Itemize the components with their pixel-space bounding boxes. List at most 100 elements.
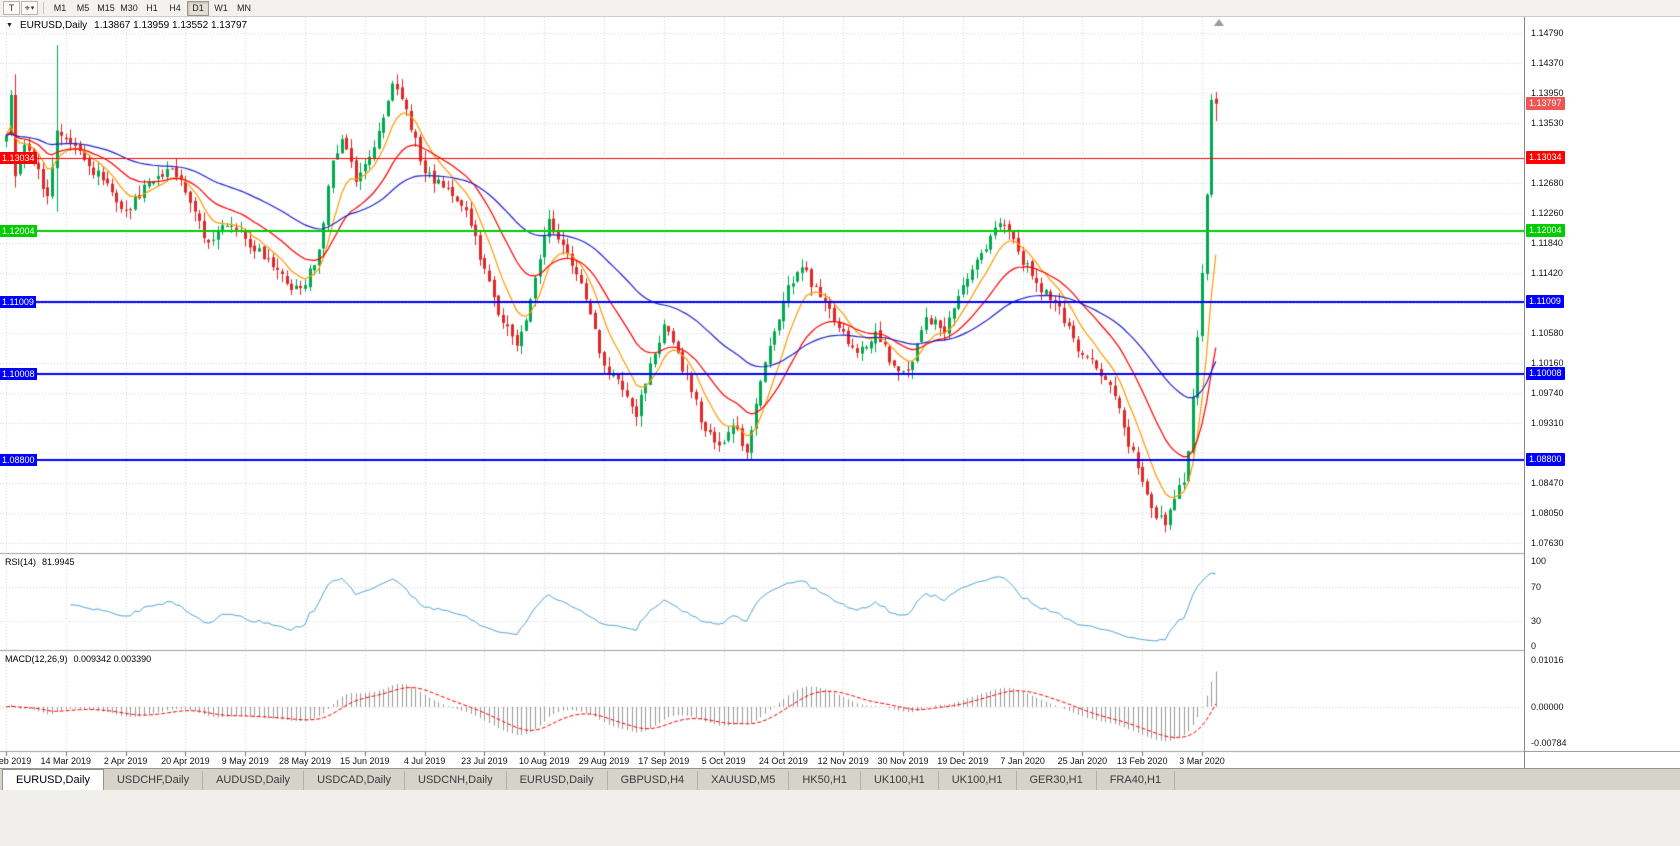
timeframe-button-H4[interactable]: H4 bbox=[169, 3, 181, 13]
price-axis-label: 1.09740 bbox=[1531, 387, 1564, 398]
timeframe-button-MN[interactable]: MN bbox=[237, 3, 251, 13]
date-axis-label: 3 Mar 2020 bbox=[1179, 756, 1225, 766]
chart-tab[interactable]: AUDUSD,Daily bbox=[203, 771, 305, 790]
collapse-icon[interactable]: ▼ bbox=[6, 22, 13, 29]
chart-tab[interactable]: UK100,H1 bbox=[939, 771, 1017, 790]
price-axis-label: 1.12680 bbox=[1531, 178, 1564, 189]
chevron-down-icon: ▾ bbox=[30, 5, 35, 12]
price-line-badge: 1.11009 bbox=[1526, 295, 1564, 309]
rsi-value: 81.9945 bbox=[42, 557, 75, 567]
price-line-left-badge: 1.08800 bbox=[0, 453, 37, 466]
date-axis-label: 28 May 2019 bbox=[278, 756, 332, 766]
chart-tab[interactable]: USDCHF,Daily bbox=[104, 771, 204, 790]
timeframe-button-M15[interactable]: M15 bbox=[97, 3, 115, 13]
timeframe-button-D1[interactable]: D1 bbox=[187, 0, 209, 16]
price-axis-label: 1.13950 bbox=[1531, 87, 1564, 98]
date-axis-label: 30 Nov 2019 bbox=[877, 756, 929, 766]
macd-values: 0.009342 0.003390 bbox=[73, 654, 152, 664]
chart-canvas[interactable] bbox=[0, 17, 1524, 768]
price-axis-label: 1.12260 bbox=[1531, 208, 1564, 219]
macd-axis-label: 0.00000 bbox=[1531, 701, 1564, 712]
price-axis-label: 1.11420 bbox=[1531, 268, 1563, 279]
date-axis-label: 10 Aug 2019 bbox=[518, 756, 570, 766]
chart-window: ▼ EURUSD,Daily 1.13867 1.13959 1.13552 1… bbox=[0, 17, 1680, 768]
chart-tabs-bar: EURUSD,Daily USDCHF,Daily AUDUSD,Daily USDC… bbox=[0, 768, 1680, 790]
chart-symbol-label: EURUSD,Daily bbox=[19, 20, 88, 31]
timeframe-button-M30[interactable]: M30 bbox=[120, 3, 138, 13]
date-axis-label: 17 Sep 2019 bbox=[638, 756, 690, 766]
timeframe-button-M1[interactable]: M1 bbox=[53, 3, 67, 13]
rsi-axis-label: 0 bbox=[1531, 641, 1537, 651]
date-axis-label: 5 Oct 2019 bbox=[701, 756, 746, 766]
rsi-name: RSI(14) bbox=[5, 557, 37, 567]
rsi-indicator-label: RSI(14) 81.9945 bbox=[5, 557, 75, 567]
date-axis-label: 9 May 2019 bbox=[221, 756, 269, 766]
price-axis-label: 1.10160 bbox=[1531, 357, 1564, 368]
timeframe-button-H1[interactable]: H1 bbox=[146, 3, 158, 13]
date-axis-label: 23 Jul 2019 bbox=[461, 756, 508, 766]
price-axis-label: 1.07630 bbox=[1531, 538, 1564, 548]
axis-corner-divider bbox=[1525, 751, 1680, 752]
rsi-axis-label: 100 bbox=[1531, 556, 1547, 566]
price-line-badge: 1.10008 bbox=[1526, 366, 1565, 380]
current-price-badge: 1.13797 bbox=[1526, 96, 1565, 110]
date-axis-label: 23 Feb 2019 bbox=[0, 756, 32, 766]
chart-tab[interactable]: USDCNH,Daily bbox=[405, 771, 507, 790]
chart-tab[interactable]: EURUSD,Daily bbox=[507, 771, 608, 790]
date-axis-label: 15 Jun 2019 bbox=[340, 756, 390, 766]
price-axis-label: 1.13530 bbox=[1531, 117, 1564, 128]
price-axis-label: 1.14790 bbox=[1531, 28, 1564, 38]
price-line-badge: 1.08800 bbox=[1526, 452, 1565, 466]
chart-tool-button[interactable]: T bbox=[3, 1, 20, 15]
chart-title: ▼ EURUSD,Daily 1.13867 1.13959 1.13552 1… bbox=[6, 20, 247, 31]
date-axis-label: 25 Jan 2020 bbox=[1057, 756, 1108, 766]
price-axis-label: 1.08050 bbox=[1531, 508, 1564, 519]
date-axis-label: 7 Jan 2020 bbox=[1000, 756, 1045, 766]
chart-tab[interactable]: FRA40,H1 bbox=[1097, 771, 1176, 790]
date-axis-label: 14 Mar 2019 bbox=[40, 756, 92, 766]
date-axis-label: 29 Aug 2019 bbox=[578, 756, 630, 766]
date-axis-label: 13 Feb 2020 bbox=[1116, 756, 1168, 766]
timeframe-button-M5[interactable]: M5 bbox=[76, 3, 90, 13]
top-toolbar: T ⌖ ▾ M1 M5 M15 M30 H1 H4 D1 W1 MN bbox=[0, 0, 1680, 17]
chart-tab[interactable]: UK100,H1 bbox=[861, 771, 939, 790]
macd-axis-label: -0.00784 bbox=[1531, 738, 1567, 749]
price-axis-label: 1.10580 bbox=[1531, 327, 1564, 338]
date-axis-label: 20 Apr 2019 bbox=[161, 756, 210, 766]
price-axis-label: 1.11840 bbox=[1531, 238, 1563, 249]
date-axis-label: 19 Dec 2019 bbox=[937, 756, 989, 766]
chart-tool-label: T bbox=[8, 3, 15, 13]
crosshair-icon: ⌖ bbox=[24, 2, 30, 13]
price-line-left-badge: 1.12004 bbox=[0, 225, 37, 238]
window-background bbox=[0, 790, 1680, 846]
cursor-tool-button[interactable]: ⌖ ▾ bbox=[21, 1, 38, 15]
date-axis-label: 12 Nov 2019 bbox=[817, 756, 869, 766]
price-line-badge: 1.13034 bbox=[1526, 151, 1565, 165]
date-axis-label: 2 Apr 2019 bbox=[103, 756, 148, 766]
price-axis-label: 1.09310 bbox=[1531, 418, 1564, 429]
rsi-axis-label: 70 bbox=[1531, 581, 1542, 592]
rsi-axis-label: 30 bbox=[1531, 615, 1542, 626]
chart-tab[interactable]: XAUUSD,M5 bbox=[698, 771, 790, 790]
price-line-left-badge: 1.11009 bbox=[0, 296, 36, 309]
price-line-left-badge: 1.10008 bbox=[0, 367, 37, 380]
price-line-left-badge: 1.13034 bbox=[0, 152, 37, 165]
price-axis-label: 1.08470 bbox=[1531, 478, 1564, 489]
price-line-badge: 1.12004 bbox=[1526, 224, 1565, 238]
macd-indicator-label: MACD(12,26,9) 0.009342 0.003390 bbox=[5, 654, 151, 664]
macd-axis-label: 0.01016 bbox=[1531, 654, 1564, 665]
chart-tab[interactable]: GER30,H1 bbox=[1017, 771, 1097, 790]
timeframe-button-W1[interactable]: W1 bbox=[214, 3, 228, 13]
price-axis[interactable]: 1.14790 1.14370 1.13950 1.13530 1.12680 1.122… bbox=[1524, 17, 1680, 768]
price-axis-label: 1.14370 bbox=[1531, 57, 1564, 68]
date-axis-label: 24 Oct 2019 bbox=[758, 756, 808, 766]
chart-tab[interactable]: HK50,H1 bbox=[789, 771, 861, 790]
chart-tab[interactable]: EURUSD,Daily bbox=[2, 769, 104, 790]
date-axis-label: 4 Jul 2019 bbox=[403, 756, 446, 766]
chart-tab[interactable]: USDCAD,Daily bbox=[304, 771, 406, 790]
timeframe-button-group: M1 M5 M15 M30 H1 H4 D1 W1 MN bbox=[49, 0, 255, 16]
chart-tab[interactable]: GBPUSD,H4 bbox=[608, 771, 699, 790]
macd-name: MACD(12,26,9) bbox=[5, 654, 68, 664]
toolbar-separator bbox=[43, 2, 44, 14]
chart-ohlc-values: 1.13867 1.13959 1.13552 1.13797 bbox=[94, 20, 248, 31]
